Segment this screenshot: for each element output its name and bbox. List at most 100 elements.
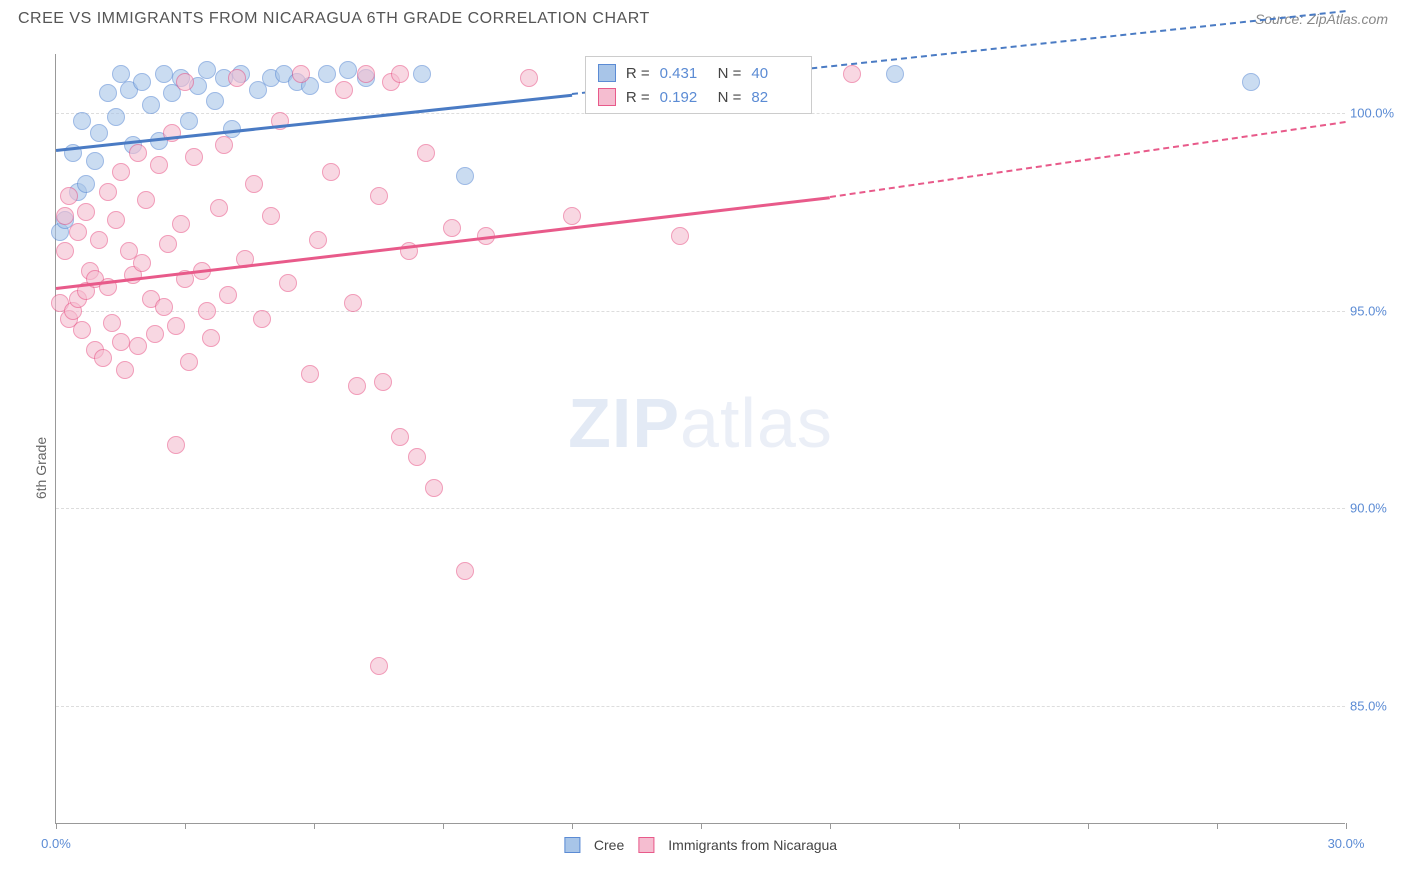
stats-row: R = 0.431 N = 40 [586,61,812,85]
data-point [206,92,224,110]
data-point [456,167,474,185]
data-point [309,231,327,249]
stat-r-label: R = [626,65,650,82]
stats-box: R = 0.431 N = 40 R = 0.192 N = 82 [585,56,813,114]
data-point [292,65,310,83]
data-point [215,136,233,154]
data-point [167,317,185,335]
data-point [262,207,280,225]
data-point [90,231,108,249]
stat-n-label: N = [718,65,742,82]
data-point [142,96,160,114]
data-point [150,156,168,174]
y-axis-label: 6th Grade [33,437,49,499]
data-point [198,61,216,79]
data-point [228,69,246,87]
data-point [456,562,474,580]
chart-title: CREE VS IMMIGRANTS FROM NICARAGUA 6TH GR… [18,10,650,28]
data-point [1242,73,1260,91]
data-point [348,377,366,395]
data-point [129,144,147,162]
legend: CreeImmigrants from Nicaragua [564,837,837,853]
data-point [112,163,130,181]
data-point [408,448,426,466]
x-tick [572,823,573,829]
x-tick [56,823,57,829]
x-tick [443,823,444,829]
data-point [73,112,91,130]
stat-n-label: N = [718,89,742,106]
data-point [318,65,336,83]
x-tick [1346,823,1347,829]
data-point [99,84,117,102]
data-point [155,298,173,316]
data-point [185,148,203,166]
data-point [112,333,130,351]
data-point [77,175,95,193]
data-point [99,183,117,201]
data-point [339,61,357,79]
data-point [279,274,297,292]
gridline [56,508,1345,509]
y-tick-label: 100.0% [1350,106,1395,121]
data-point [210,199,228,217]
trend-line [830,121,1346,198]
stat-r-value: 0.431 [660,65,708,82]
data-point [886,65,904,83]
stat-n-value: 40 [751,65,799,82]
data-point [391,428,409,446]
x-tick-label: 0.0% [41,836,71,851]
data-point [417,144,435,162]
y-tick-label: 85.0% [1350,698,1395,713]
x-tick [959,823,960,829]
gridline [56,706,1345,707]
data-point [843,65,861,83]
y-tick-label: 95.0% [1350,303,1395,318]
data-point [425,479,443,497]
data-point [56,242,74,260]
data-point [335,81,353,99]
data-point [344,294,362,312]
stat-r-value: 0.192 [660,89,708,106]
data-point [155,65,173,83]
stats-row: R = 0.192 N = 82 [586,85,812,109]
data-point [374,373,392,391]
data-point [146,325,164,343]
x-tick [185,823,186,829]
data-point [73,321,91,339]
x-tick [1217,823,1218,829]
data-point [520,69,538,87]
data-point [198,302,216,320]
plot-area: ZIPatlas 85.0%90.0%95.0%100.0%0.0%30.0%R… [55,54,1345,824]
data-point [90,124,108,142]
data-point [103,314,121,332]
data-point [671,227,689,245]
watermark: ZIPatlas [568,383,833,463]
legend-swatch [598,64,616,82]
stat-n-value: 82 [751,89,799,106]
y-tick-label: 90.0% [1350,501,1395,516]
data-point [159,235,177,253]
x-tick [314,823,315,829]
trend-line [56,93,572,151]
data-point [443,219,461,237]
data-point [116,361,134,379]
legend-label: Immigrants from Nicaragua [668,837,837,853]
data-point [370,657,388,675]
data-point [107,211,125,229]
data-point [322,163,340,181]
data-point [219,286,237,304]
data-point [391,65,409,83]
data-point [202,329,220,347]
data-point [357,65,375,83]
stat-r-label: R = [626,89,650,106]
data-point [172,215,190,233]
legend-swatch [638,837,654,853]
data-point [167,436,185,454]
data-point [94,349,112,367]
data-point [56,207,74,225]
legend-swatch [564,837,580,853]
data-point [180,353,198,371]
x-tick [830,823,831,829]
data-point [133,254,151,272]
